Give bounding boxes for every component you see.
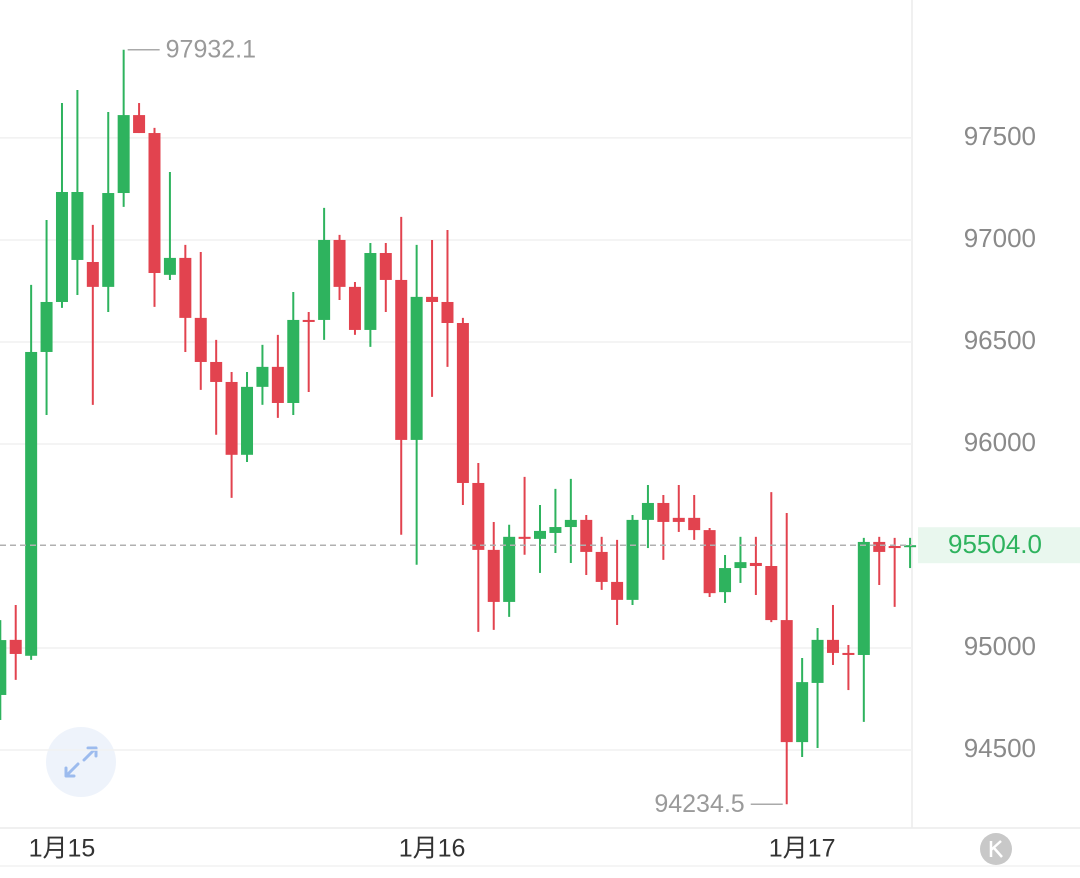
candle-body xyxy=(749,562,762,567)
candle-body xyxy=(688,517,701,531)
last-price-label: 95504.0 xyxy=(948,529,1042,559)
candle-body xyxy=(842,652,855,655)
candle-body xyxy=(641,502,654,520)
candle-body xyxy=(333,239,346,287)
candle-body xyxy=(179,257,192,318)
candle-body xyxy=(163,257,176,275)
candle-body xyxy=(0,640,7,695)
candle-body xyxy=(318,239,331,320)
candle-body xyxy=(626,519,639,600)
candle-body xyxy=(765,566,778,621)
candle-body xyxy=(657,502,670,522)
y-tick-label: 94500 xyxy=(964,733,1036,763)
candle-body xyxy=(472,482,485,550)
last-price-box xyxy=(918,527,1080,564)
candle-body xyxy=(904,545,917,548)
y-tick-label: 97000 xyxy=(964,223,1036,253)
x-tick-label: 1月15 xyxy=(29,835,96,863)
candle-body xyxy=(271,366,284,403)
candle-body xyxy=(102,193,115,287)
candle-body xyxy=(148,133,161,274)
candle-body xyxy=(410,296,423,440)
candle-body xyxy=(256,366,269,387)
y-tick-label: 97500 xyxy=(964,121,1036,151)
candle-body xyxy=(302,319,315,322)
candle-body xyxy=(518,536,531,539)
candle-body xyxy=(364,253,377,330)
candle-body xyxy=(9,639,22,654)
candle-body xyxy=(86,261,99,287)
candle-body xyxy=(487,549,500,602)
candle-body xyxy=(40,301,53,352)
candle-body xyxy=(672,517,685,522)
candle-body xyxy=(456,322,469,483)
candle-body xyxy=(611,581,624,600)
k-icon xyxy=(989,840,1003,858)
candle-body xyxy=(811,639,824,683)
candle-body xyxy=(780,620,793,743)
y-tick-label: 96000 xyxy=(964,427,1036,457)
max-label: 97932.1 xyxy=(166,35,256,63)
candle-body xyxy=(564,519,577,528)
candle-body xyxy=(719,568,732,593)
x-tick-label: 1月17 xyxy=(769,835,836,863)
y-tick-label: 96500 xyxy=(964,325,1036,355)
candle-body xyxy=(25,351,38,656)
candle-body xyxy=(534,530,546,539)
candle-body xyxy=(210,361,223,382)
candle-body xyxy=(888,546,901,549)
candle-body xyxy=(549,527,562,533)
candle-body xyxy=(287,319,300,403)
candle-body xyxy=(703,530,716,594)
candle-body xyxy=(595,551,608,582)
candle-body xyxy=(225,381,238,455)
candle-body xyxy=(117,115,130,194)
expand-button[interactable] xyxy=(46,727,116,797)
candle-body xyxy=(194,317,207,362)
y-tick-label: 95000 xyxy=(964,631,1036,661)
candle-body xyxy=(55,192,68,302)
candle-body xyxy=(71,192,84,260)
candle-body xyxy=(873,541,886,552)
candle-body xyxy=(426,296,439,302)
candle-body xyxy=(734,562,747,569)
min-label: 94234.5 xyxy=(654,790,744,818)
candle-body xyxy=(379,253,392,280)
candle-body xyxy=(395,279,408,440)
expand-button-bg xyxy=(46,727,116,797)
candle-body xyxy=(580,519,593,552)
candle-body xyxy=(348,286,361,330)
candle-body xyxy=(133,115,146,134)
candle-body xyxy=(241,386,254,455)
candle-body xyxy=(857,541,870,655)
candle-body xyxy=(503,536,516,602)
candle-body xyxy=(796,682,809,743)
candle-body xyxy=(826,639,839,653)
candle-body xyxy=(441,301,454,323)
x-tick-label: 1月16 xyxy=(399,835,466,863)
k-button[interactable] xyxy=(980,833,1012,865)
expand-icon xyxy=(64,746,98,778)
